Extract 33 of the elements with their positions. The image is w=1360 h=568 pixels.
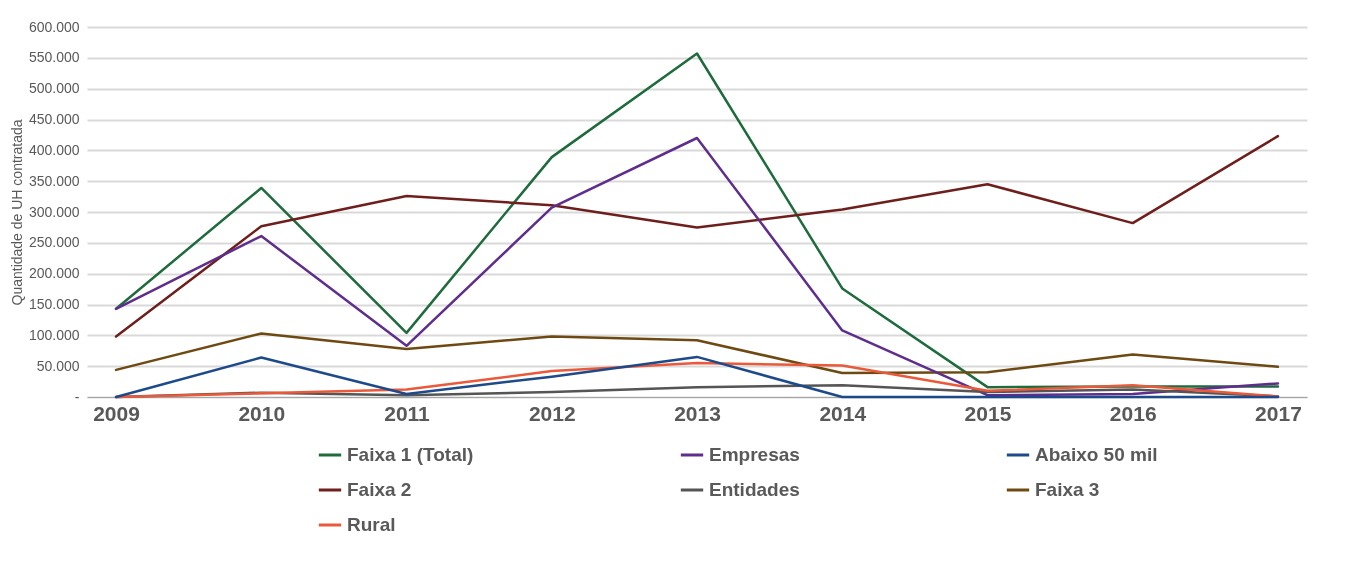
y-tick-label: 450.000 bbox=[28, 111, 80, 127]
x-tick-label: 2009 bbox=[93, 401, 140, 425]
y-tick-label: 350.000 bbox=[28, 172, 80, 189]
legend-label: Faixa 2 bbox=[347, 479, 412, 500]
x-tick-label: 2017 bbox=[1255, 401, 1302, 425]
y-tick-label: 200.000 bbox=[28, 265, 80, 282]
x-tick-label: 2010 bbox=[238, 401, 286, 425]
legend-label: Rural bbox=[347, 514, 396, 535]
y-tick-label: 150.000 bbox=[28, 296, 80, 312]
y-tick-label: 100.000 bbox=[28, 326, 80, 343]
y-tick-label: 550.000 bbox=[28, 49, 80, 66]
x-tick-label: 2012 bbox=[528, 401, 576, 425]
legend-label: Entidades bbox=[709, 479, 800, 500]
legend-label: Abaixo 50 mil bbox=[1035, 444, 1158, 465]
x-tick-label: 2014 bbox=[819, 401, 867, 425]
y-tick-label: 400.000 bbox=[28, 141, 80, 158]
y-tick-label: 600.000 bbox=[28, 18, 80, 35]
y-tick-label: 300.000 bbox=[28, 203, 80, 220]
y-tick-label: 500.000 bbox=[28, 80, 80, 97]
x-tick-label: 2011 bbox=[384, 401, 431, 425]
legend-label: Faixa 3 bbox=[1035, 479, 1100, 500]
line-series bbox=[114, 134, 1280, 338]
y-tick-label: - bbox=[74, 388, 80, 405]
line-series bbox=[114, 136, 1280, 397]
y-axis-title: Quantidade de UH contratada bbox=[8, 119, 25, 306]
legend-label: Empresas bbox=[709, 444, 800, 465]
line-series bbox=[114, 332, 1280, 375]
y-tick-label: 250.000 bbox=[28, 234, 80, 251]
x-tick-label: 2016 bbox=[1109, 401, 1157, 425]
x-tick-label: 2013 bbox=[674, 401, 721, 425]
legend-label: Faixa 1 (Total) bbox=[347, 444, 474, 465]
x-tick-label: 2015 bbox=[964, 401, 1012, 425]
y-tick-label: 50.000 bbox=[36, 357, 80, 374]
